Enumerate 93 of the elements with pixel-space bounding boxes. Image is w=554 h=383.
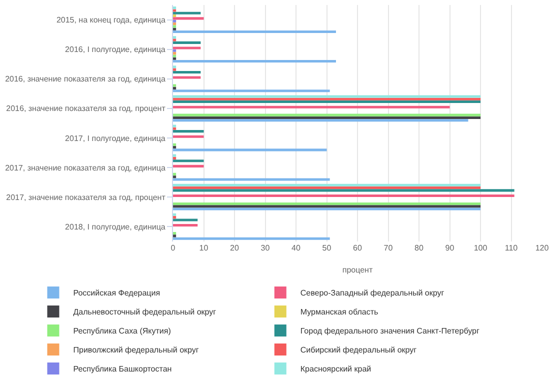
bar xyxy=(173,186,480,190)
x-axis-title: процент xyxy=(342,266,373,274)
bar xyxy=(173,36,176,39)
y-tick-label: 2016, значение показателя за год, единица xyxy=(5,74,166,84)
x-tick-label: 40 xyxy=(292,243,301,252)
y-tick-label: 2018, I полугодие, единица xyxy=(65,222,166,232)
bar xyxy=(173,106,450,108)
bar xyxy=(173,176,176,178)
x-tick-label: 20 xyxy=(230,243,240,252)
legend-label: Республика Саха (Якутия) xyxy=(73,326,172,336)
bar xyxy=(173,38,176,42)
x-tick-label: 120 xyxy=(535,243,550,252)
x-tick-label: 60 xyxy=(353,243,362,252)
bar xyxy=(173,135,204,138)
y-tick-label: 2017, значение показателя за год, единица xyxy=(5,163,166,172)
bar xyxy=(173,76,201,79)
y-tick-label: 2016, значение показателя за год, процент xyxy=(6,104,166,114)
bar xyxy=(173,216,176,219)
bar xyxy=(173,9,176,12)
y-tick-label: 2017, значение показателя за год, процент xyxy=(6,192,166,202)
y-tick-label: 2017, I полугодие, единица xyxy=(65,134,166,143)
x-tick-label: 110 xyxy=(504,243,518,252)
bar xyxy=(173,172,176,176)
bar xyxy=(173,156,176,160)
bar xyxy=(173,164,204,168)
bar xyxy=(173,184,480,186)
bar xyxy=(173,218,198,222)
bar xyxy=(173,116,480,119)
bar xyxy=(173,114,480,116)
bar xyxy=(173,234,176,238)
bar xyxy=(173,52,176,55)
bar xyxy=(173,146,176,149)
x-tick-label: 10 xyxy=(199,243,209,252)
bar xyxy=(173,160,204,162)
x-tick-label: 70 xyxy=(384,243,394,252)
bar xyxy=(173,100,480,104)
legend-label: Мурманская область xyxy=(300,308,378,317)
bar xyxy=(173,49,176,52)
bar xyxy=(173,224,198,227)
bar xyxy=(173,232,176,235)
legend-label: Республика Башкортостан xyxy=(73,364,172,374)
x-tick-label: 90 xyxy=(445,243,455,252)
legend-label: Российская Федерация xyxy=(73,288,160,298)
bar xyxy=(173,20,176,22)
x-tick-label: 100 xyxy=(474,243,488,252)
bar xyxy=(173,84,176,87)
bar xyxy=(173,41,201,44)
bar xyxy=(173,25,176,28)
x-tick-label: 0 xyxy=(170,243,176,252)
bar xyxy=(173,54,176,58)
bar xyxy=(173,70,201,74)
bar xyxy=(173,205,480,208)
bar xyxy=(173,148,327,152)
bar xyxy=(173,208,480,210)
legend-label: Северо-Западный федеральный округ xyxy=(300,288,444,298)
bar xyxy=(173,154,176,157)
x-tick-label: 80 xyxy=(414,243,424,252)
bar xyxy=(173,237,330,240)
bar xyxy=(173,202,480,205)
bar xyxy=(173,213,176,216)
bar xyxy=(173,14,176,18)
bar xyxy=(173,119,468,122)
bar xyxy=(173,124,176,128)
bar xyxy=(173,90,330,92)
bar xyxy=(173,86,176,90)
bar xyxy=(173,66,176,68)
bar xyxy=(173,46,201,50)
bar xyxy=(173,60,336,63)
bar xyxy=(173,194,514,198)
bar xyxy=(173,143,176,146)
bar xyxy=(173,30,336,34)
legend-label: Дальневосточный федеральный округ xyxy=(73,308,216,317)
bar xyxy=(173,12,201,14)
legend-label: Приволжский федеральный округ xyxy=(73,346,199,355)
bar xyxy=(173,130,204,133)
legend-label: Сибирский федеральный округ xyxy=(300,346,417,355)
bar xyxy=(173,22,176,26)
x-tick-label: 50 xyxy=(322,243,332,252)
bar xyxy=(173,28,176,30)
x-tick-label: 30 xyxy=(260,243,270,252)
bar xyxy=(173,57,176,60)
y-tick-label: 2015, на конец года, единица xyxy=(56,16,166,25)
bar xyxy=(173,95,480,98)
bar xyxy=(173,178,330,181)
legend-label: Город федерального значения Санкт-Петербург xyxy=(300,326,480,336)
bar xyxy=(173,68,176,71)
bar xyxy=(173,6,176,10)
bar xyxy=(173,17,204,20)
bar xyxy=(173,189,514,192)
bar xyxy=(173,127,176,130)
bar xyxy=(173,98,480,100)
y-tick-label: 2016, I полугодие, единица xyxy=(65,45,166,54)
legend-label: Красноярский край xyxy=(300,364,372,374)
